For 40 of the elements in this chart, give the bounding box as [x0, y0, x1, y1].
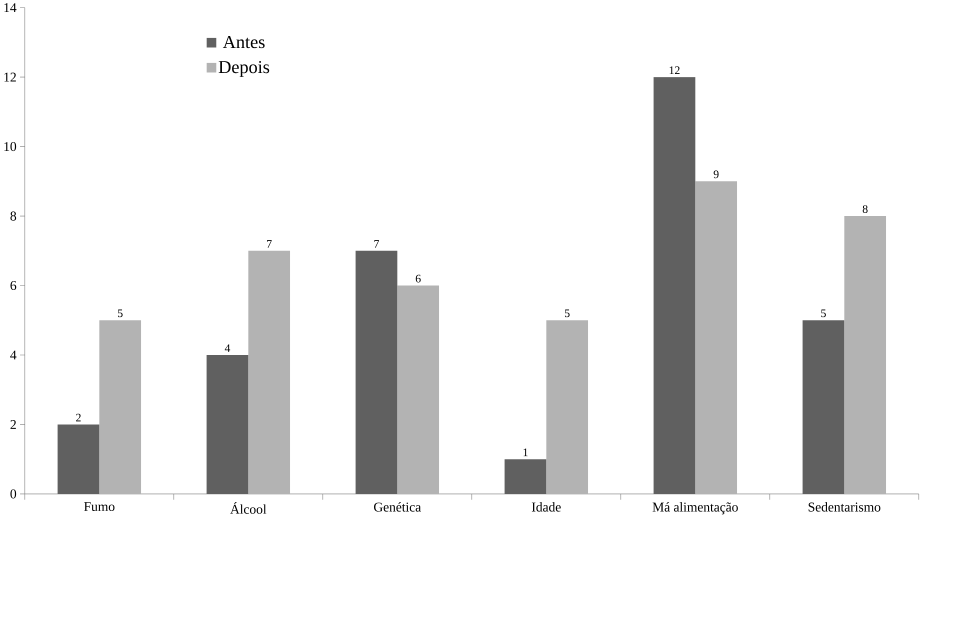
y-tick-label: 0 [10, 489, 16, 498]
data-label: 7 [374, 240, 379, 248]
legend-label: Depois [218, 60, 270, 77]
bar [206, 354, 248, 494]
bar [546, 320, 588, 494]
y-tick-label: 8 [10, 211, 16, 220]
bar [397, 285, 440, 494]
data-label: 12 [670, 66, 680, 74]
y-tick-label: 4 [10, 350, 16, 360]
data-label: 4 [224, 344, 230, 352]
x-tick-label: Idade [532, 502, 561, 512]
bar [99, 320, 142, 494]
data-label: 2 [76, 414, 81, 422]
y-tick-label: 2 [10, 420, 16, 429]
x-tick-label: Genética [374, 502, 421, 512]
y-tick-label: 6 [10, 280, 16, 290]
bar [248, 250, 290, 494]
y-tick-label: 10 [4, 142, 16, 151]
data-label: 5 [564, 309, 570, 317]
bar [356, 250, 398, 494]
x-tick-label: Má alimentação [652, 502, 738, 514]
data-label: 5 [118, 309, 123, 317]
bar [695, 181, 738, 494]
bar [504, 458, 546, 494]
x-tick-label: Álcool [230, 502, 266, 514]
data-label: 7 [267, 240, 272, 248]
bar [654, 76, 696, 494]
data-label: 5 [821, 309, 826, 317]
y-tick-label: 14 [4, 2, 16, 12]
y-tick-label: 12 [4, 72, 16, 82]
data-label: 6 [416, 274, 421, 282]
bar [58, 424, 100, 494]
legend-label: Antes [222, 36, 265, 48]
data-label: 9 [714, 170, 719, 178]
data-label: 1 [524, 448, 528, 456]
data-label: 8 [862, 204, 868, 213]
bar [844, 216, 886, 494]
x-tick-label: Fumo [84, 502, 114, 511]
bar [802, 320, 844, 494]
x-tick-label: Sedentarismo [808, 502, 880, 512]
